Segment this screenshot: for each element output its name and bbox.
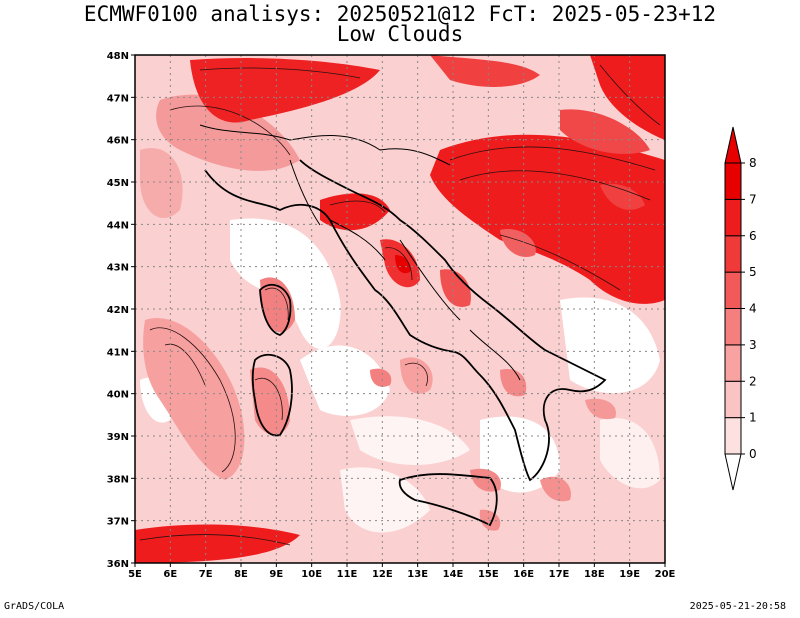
colorbar: 0 1 2 3 4 5 6 7 8: [724, 126, 757, 491]
colorbar-label: 4: [749, 302, 757, 316]
graticule: [135, 55, 665, 563]
lon-tick-label: 9E: [269, 569, 283, 580]
colorbar-label: 7: [749, 192, 757, 206]
lat-tick-label: 38N: [107, 474, 129, 485]
lon-tick-label: 16E: [513, 569, 534, 580]
lat-tick-label: 45N: [107, 178, 129, 189]
colorbar-swatch: [724, 198, 742, 237]
lon-tick-label: 20E: [655, 569, 676, 580]
lon-tick-label: 13E: [407, 569, 428, 580]
lon-tick-label: 10E: [301, 569, 322, 580]
latitude-axis: 48N 47N 46N 45N 44N 43N 42N 41N 40N 39N 38N 37N 36N: [107, 51, 135, 570]
colorbar-swatch: [724, 235, 742, 273]
colorbar-swatch: [724, 380, 742, 419]
lon-tick-label: 8E: [234, 569, 248, 580]
lat-tick-label: 36N: [107, 559, 129, 570]
lat-tick-label: 39N: [107, 432, 129, 443]
lon-tick-label: 12E: [372, 569, 393, 580]
lat-tick-label: 42N: [107, 305, 129, 316]
map-subtitle: Low Clouds: [336, 22, 464, 46]
lat-tick-label: 46N: [107, 136, 129, 147]
region-borders: [199, 124, 521, 381]
colorbar-label: 5: [749, 265, 757, 279]
lat-tick-label: 40N: [107, 390, 129, 401]
lon-tick-label: 6E: [163, 569, 177, 580]
lon-tick-label: 19E: [619, 569, 640, 580]
colorbar-label: 3: [749, 338, 757, 352]
lat-tick-label: 37N: [107, 517, 129, 528]
lon-tick-label: 5E: [128, 569, 142, 580]
footer-credit: GrADS/COLA: [4, 601, 65, 612]
lat-tick-label: 47N: [107, 93, 129, 104]
colorbar-lower-arrow: [724, 453, 742, 491]
colorbar-swatch: [724, 308, 742, 346]
colorbar-label: 1: [749, 411, 757, 425]
colorbar-label: 6: [749, 229, 757, 243]
colorbar-label: 0: [749, 447, 757, 461]
lat-tick-label: 41N: [107, 347, 129, 358]
footer-timestamp: 2025-05-21-20:58: [689, 601, 786, 612]
lat-tick-label: 43N: [107, 263, 129, 274]
lon-tick-label: 14E: [443, 569, 464, 580]
colorbar-swatch: [724, 162, 742, 200]
lon-tick-label: 7E: [199, 569, 213, 580]
longitude-axis: 5E 6E 7E 8E 9E 10E 11E 12E 13E 14E 15E 16E 17E 18E 19E…: [128, 563, 676, 580]
colorbar-swatch: [724, 344, 742, 382]
lon-tick-label: 15E: [478, 569, 499, 580]
colorbar-label: 2: [749, 374, 757, 388]
colorbar-upper-arrow: [724, 126, 742, 164]
coastline: [204, 159, 607, 527]
lon-tick-label: 17E: [549, 569, 570, 580]
lon-tick-label: 11E: [337, 569, 358, 580]
lon-tick-label: 18E: [584, 569, 605, 580]
lat-tick-label: 48N: [107, 51, 129, 62]
colorbar-swatch: [724, 271, 742, 309]
colorbar-swatch: [724, 417, 742, 455]
colorbar-label: 8: [749, 156, 757, 170]
map-title: ECMWF0100 analisys: 20250521@12 FcT: 202…: [83, 2, 717, 26]
lat-tick-label: 44N: [107, 220, 129, 231]
